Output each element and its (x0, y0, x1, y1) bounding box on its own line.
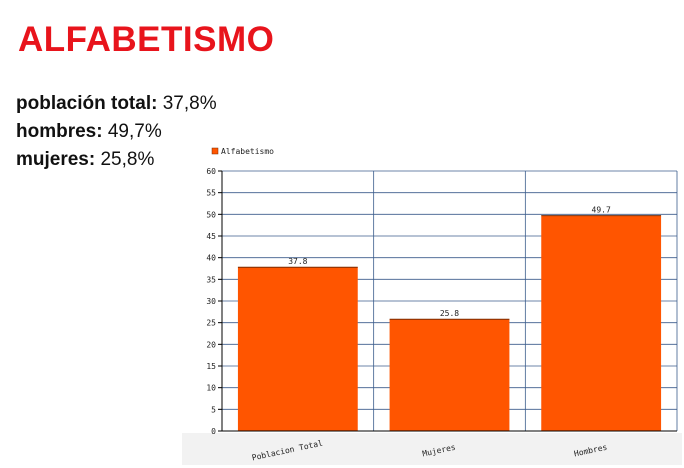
legend-label: Alfabetismo (221, 147, 274, 156)
y-tick-label: 0 (211, 427, 216, 436)
y-tick-label: 40 (206, 254, 216, 263)
y-tick-label: 60 (206, 167, 216, 176)
stat-label: mujeres: (16, 149, 96, 170)
stat-poblacion-total: población total: 37,8% (16, 90, 217, 118)
y-tick-label: 5 (211, 405, 216, 414)
stat-mujeres: mujeres: 25,8% (16, 146, 217, 174)
bar-poblacion-total (237, 267, 358, 431)
data-label: 25.8 (440, 309, 459, 318)
stats-list: población total: 37,8% hombres: 49,7% mu… (16, 90, 217, 174)
data-label: 37.8 (288, 257, 307, 266)
y-tick-label: 55 (206, 189, 216, 198)
y-tick-label: 45 (206, 232, 216, 241)
y-tick-label: 50 (206, 210, 216, 219)
stat-label: hombres: (16, 121, 103, 142)
stat-label: población total: (16, 93, 158, 114)
bar-mujeres (389, 319, 510, 431)
stat-value: 37,8% (162, 93, 217, 114)
y-tick-label: 15 (206, 362, 216, 371)
page-title: ALFABETISMO (18, 20, 275, 59)
stat-hombres: hombres: 49,7% (16, 118, 217, 146)
bar-hombres (541, 215, 662, 431)
y-tick-label: 30 (206, 297, 216, 306)
legend-swatch (211, 147, 219, 155)
data-label: 49.7 (592, 206, 611, 215)
plot-bottom-shade (182, 433, 682, 465)
y-tick-label: 35 (206, 275, 216, 284)
stat-value: 25,8% (100, 149, 155, 170)
y-tick-label: 10 (206, 384, 216, 393)
y-tick-label: 25 (206, 319, 216, 328)
y-tick-label: 20 (206, 340, 216, 349)
stat-value: 49,7% (107, 121, 162, 142)
